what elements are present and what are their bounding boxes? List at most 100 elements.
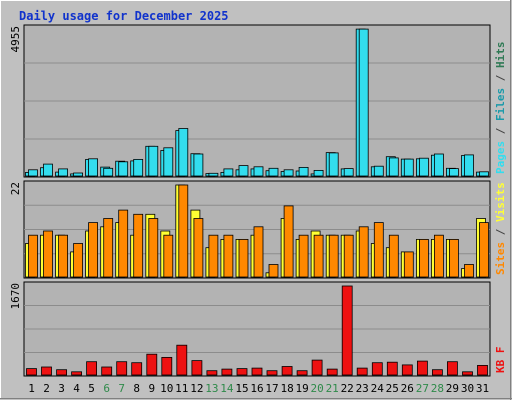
bar-top-files-day-8 [133,158,144,177]
bar-top-files-day-31 [479,171,489,177]
bar-bottom-kb-f-day-24 [371,362,383,376]
bar-middle-sites-day-11 [178,184,189,278]
bar-top-files-day-20 [313,169,324,177]
bar-middle-sites-day-20 [313,234,324,278]
bar-top-files-day-11 [178,128,189,177]
bar-bottom-kb-f-day-3 [56,369,67,376]
x-tick-label-day-9: 9 [148,382,155,395]
bar-middle-sites-day-4 [73,243,83,278]
bar-bottom-kb-f-day-25 [386,361,398,376]
bar-bottom-kb-f-day-21 [326,368,338,376]
bar-middle-sites-day-16 [253,226,264,278]
bar-top-files-day-6 [103,167,114,177]
bar-bottom-kb-f-day-5 [86,361,97,376]
bar-top-files-day-29 [448,168,459,177]
bar-top-files-day-9 [148,145,159,177]
bar-middle-sites-day-29 [448,238,459,278]
bar-bottom-kb-f-day-2 [41,366,52,376]
bar-bottom-kb-f-day-11 [176,344,188,376]
chart-panels: 4955 Pages / Files / Hits 22 Sites / Visits… [9,24,507,377]
bar-middle-sites-day-17 [268,264,279,278]
bar-middle-sites-day-9 [148,218,159,278]
legend-part-4: Hits [494,42,507,69]
panel-middle-max-label: 22 [9,182,22,195]
bar-top-files-day-25 [388,157,399,177]
bar-top-files-day-15 [238,165,249,177]
bar-bottom-kb-f-day-12 [191,360,203,376]
bar-top-files-day-30 [464,154,474,177]
bar-bottom-kb-f-day-1 [26,368,37,376]
x-tick-label-day-2: 2 [43,382,50,395]
bar-bottom-kb-f-day-26 [401,364,413,376]
bar-top-files-day-21 [328,152,339,177]
x-tick-label-day-3: 3 [58,382,65,395]
bar-middle-sites-day-24 [373,222,384,278]
bar-bottom-kb-f-day-13 [206,370,218,376]
bar-top-files-day-22 [343,168,354,177]
legend-part-2: Visits [494,182,507,222]
bar-bottom-kb-f-day-8 [131,362,143,376]
bar-middle-sites-day-7 [118,209,129,278]
x-tick-label-day-29: 29 [446,382,459,395]
bar-bottom-kb-f-day-18 [281,366,293,376]
bar-bottom-kb-f-day-9 [146,353,158,376]
x-tick-label-day-11: 11 [175,382,188,395]
bar-bottom-kb-f-day-6 [101,366,113,376]
x-tick-label-day-27: 27 [416,382,429,395]
x-tick-label-day-25: 25 [386,382,399,395]
bar-middle-sites-day-12 [193,218,204,278]
bar-bottom-kb-f-day-29 [446,361,458,376]
bar-bottom-kb-f-day-10 [161,356,173,376]
panel-top-legend: Pages / Files / Hits [494,42,507,175]
x-tick-label-day-10: 10 [160,382,173,395]
bar-top-files-day-26 [403,158,414,177]
bar-middle-sites-day-25 [388,234,399,278]
x-tick-label-day-1: 1 [28,382,35,395]
x-tick-label-day-21: 21 [326,382,339,395]
panel-middle: 22 Sites / Visits [9,180,507,279]
x-tick-label-day-4: 4 [73,382,80,395]
panel-top: 4955 Pages / Files / Hits [9,24,507,178]
bar-top-files-day-10 [163,147,174,177]
x-tick-label-day-26: 26 [401,382,414,395]
x-axis-day-labels: 1 2 3 4 5 6 7 8 9 10 11 12 13 14 15 16 17 18 19 20 21 22 23 24 2… [28,382,489,395]
bar-top-files-day-5 [88,158,98,177]
bar-top-files-day-2 [43,163,53,177]
bar-bottom-kb-f-day-14 [221,368,233,376]
legend-part-0: Pages [494,141,507,174]
x-tick-label-day-19: 19 [295,382,308,395]
bar-top-files-day-4 [73,172,83,177]
bar-bottom-kb-f-day-17 [266,370,278,376]
bar-middle-sites-day-26 [403,251,414,278]
legend-part-3: / [494,68,507,88]
legend-part-1: / [494,222,507,242]
bar-middle-sites-day-23 [358,226,369,278]
bar-bottom-kb-f-day-4 [71,371,82,376]
bar-middle-sites-day-30 [464,264,474,278]
bar-bottom-kb-f-day-30 [462,371,473,376]
bar-middle-sites-day-3 [58,234,68,278]
bar-top-files-day-17 [268,167,279,177]
bar-top-files-day-18 [283,169,294,177]
bar-bottom-kb-f-day-7 [116,361,128,376]
bar-middle-sites-day-14 [223,234,234,278]
panel-top-max-label: 4955 [9,26,22,53]
bar-top-files-day-19 [298,166,309,177]
x-tick-label-day-30: 30 [461,382,474,395]
bar-middle-sites-day-22 [343,234,354,278]
bar-middle-sites-day-5 [88,222,98,278]
bar-bottom-kb-f-day-31 [477,364,488,376]
bar-middle-sites-day-8 [133,213,144,278]
legend-part-1: / [494,121,507,141]
x-tick-label-day-14: 14 [220,382,234,395]
x-tick-label-day-12: 12 [190,382,203,395]
bar-middle-sites-day-6 [103,218,114,278]
bar-bottom-kb-f-day-28 [431,369,443,376]
bar-top-files-day-27 [418,157,429,177]
bar-top-files-day-28 [433,153,444,177]
panel-bottom: 1670 KB F [9,281,507,377]
x-tick-label-day-6: 6 [103,382,110,395]
bar-middle-sites-day-28 [433,234,444,278]
bar-bottom-kb-f-day-20 [311,359,323,376]
